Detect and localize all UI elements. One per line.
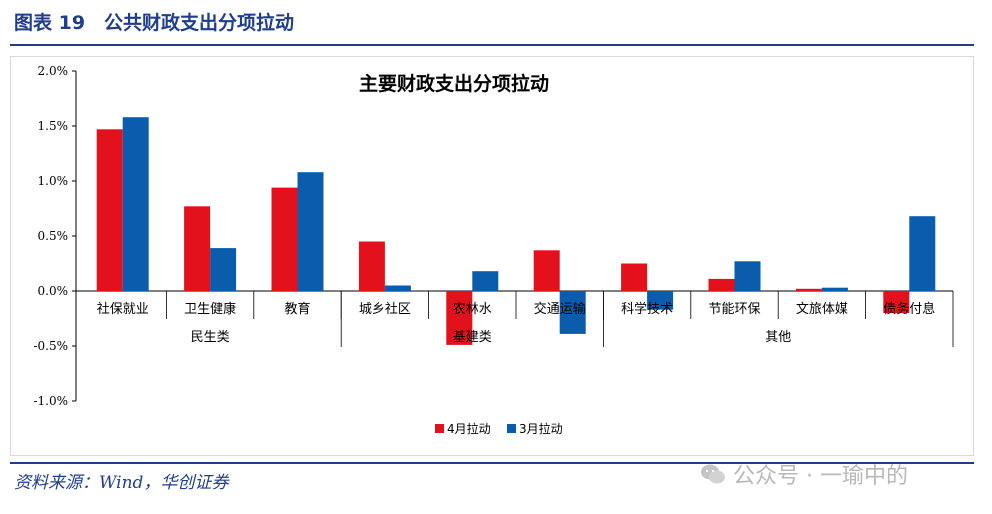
bar-mar-3 (384, 285, 411, 291)
y-tick-label: 0.5% (38, 229, 69, 243)
bar-apr-8 (795, 288, 822, 291)
source-note: 资料来源：Wind，华创证券 (14, 473, 229, 493)
bar-mar-4 (472, 271, 499, 291)
category-label: 城乡社区 (359, 301, 411, 317)
y-tick-label: 0.0% (38, 284, 69, 298)
bar-mar-5 (559, 291, 586, 334)
category-label: 教育 (284, 301, 310, 317)
bar-mar-1 (210, 248, 237, 291)
bar-mar-8 (821, 287, 848, 291)
labels-layer: 2.0% 1.5% 1.0% 0.5% 0.0% -0.5% -1.0% 社保就业 卫生健康 教育… (33, 64, 935, 408)
group-label: 其他 (765, 330, 791, 345)
bar-mar-9 (909, 216, 936, 291)
category-label: 社保就业 (97, 301, 149, 317)
category-label: 文旅体媒 (796, 302, 848, 317)
category-label: 农林水 (453, 302, 492, 317)
legend-label: 4月拉动 (447, 421, 491, 436)
legend-label: 3月拉动 (519, 421, 563, 436)
legend: 4月拉动 3月拉动 (435, 421, 563, 436)
bar-apr-6 (621, 263, 648, 291)
category-label: 债务付息 (883, 301, 935, 317)
bar-apr-7 (708, 278, 735, 291)
category-label: 交通运输 (534, 301, 586, 317)
bar-apr-5 (533, 250, 560, 291)
title-rule (10, 44, 974, 46)
group-label: 基建类 (453, 330, 492, 345)
legend-swatch (435, 424, 444, 433)
bar-apr-2 (271, 187, 298, 291)
bar-mar-7 (734, 261, 761, 291)
bar-apr-4 (446, 291, 473, 345)
y-tick-label: 1.5% (38, 119, 69, 133)
bar-apr-3 (358, 241, 385, 291)
wechat-icon (701, 464, 725, 484)
y-tick-label: 2.0% (38, 64, 69, 78)
chart-svg: 主要财政支出分项拉动 2.0% 1.5% 1.0% 0.5% 0.0% -0.5% -1.0… (33, 64, 954, 436)
bar-mar-2 (297, 172, 324, 291)
legend-swatch (507, 424, 516, 433)
chart-container: 主要财政支出分项拉动 2.0% 1.5% 1.0% 0.5% 0.0% -0.5% -1.0… (10, 56, 974, 456)
category-label: 节能环保 (708, 302, 760, 317)
y-tick-label: -1.0% (33, 394, 68, 408)
y-tick-label: -0.5% (33, 339, 68, 353)
watermark-text: 公众号 · 一瑜中的 (733, 464, 908, 489)
category-label: 科学技术 (621, 301, 673, 317)
group-label: 民生类 (191, 330, 230, 345)
bar-apr-0 (96, 129, 123, 291)
bar-apr-9 (883, 291, 910, 313)
chart-title: 主要财政支出分项拉动 (359, 72, 549, 95)
watermark: 公众号 · 一瑜中的 (700, 458, 908, 490)
footer-rule (10, 462, 974, 464)
y-tick-label: 1.0% (38, 174, 69, 188)
bar-mar-0 (122, 117, 149, 291)
bars-layer (96, 117, 936, 345)
bar-apr-1 (184, 206, 211, 291)
category-label: 卫生健康 (184, 301, 236, 317)
bar-mar-6 (647, 291, 674, 310)
figure-title: 图表 19 公共财政支出分项拉动 (14, 12, 295, 34)
